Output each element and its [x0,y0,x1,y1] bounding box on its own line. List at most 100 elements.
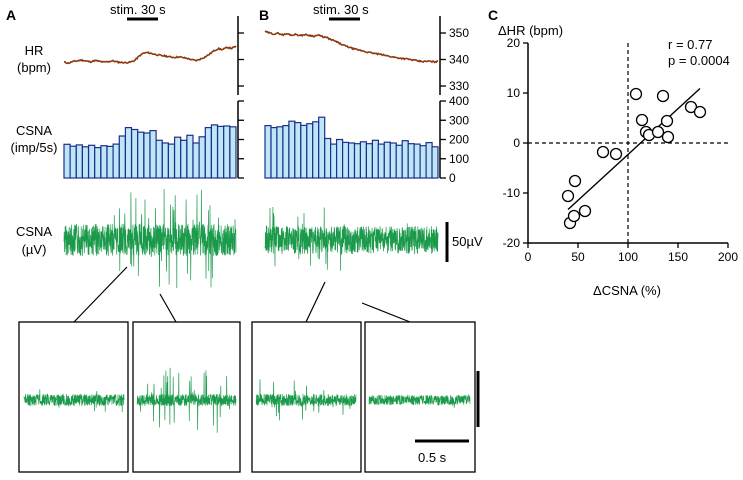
csna-bar [217,125,225,179]
csna-bar [112,143,120,179]
csna-bar [276,126,284,179]
csna-bar [330,143,338,179]
csna-bar [431,146,439,179]
csna-tick-label: 200 [449,133,469,147]
scatter-stat-r: r = 0.77 [668,37,712,52]
scatter-x-tick-label: 100 [618,250,638,264]
zoom-trace-b-pre [255,379,357,421]
csna-bar [149,130,157,179]
csna-bar [336,138,344,179]
hr-axis-ticks: 350 340 330 [238,26,469,93]
csna-bar [186,134,194,179]
csna-bar [282,124,290,179]
panel-a-hr-trace [63,45,237,65]
csna-bar [294,121,302,179]
amplitude-scale-label: 50µV [452,234,483,249]
csna-bar [155,139,163,179]
csna-tick-label: 300 [449,113,469,127]
scatter-y-tick-label: 0 [513,136,520,150]
csna-bar [347,142,356,179]
csna-bar [131,128,139,179]
csna-bar [174,136,182,179]
connector-a-left [73,266,128,323]
csna-bar [342,141,350,179]
csna-bar [63,143,71,179]
csna-bar [223,125,231,179]
hr-unit: (bpm) [17,60,51,75]
scatter-point [656,89,670,103]
csna-bar [106,145,114,179]
scatter-point [660,114,674,128]
scatter-y-tick-label: 10 [507,86,521,100]
connector-b-left [305,281,326,323]
panel-b-hr-trace [264,30,439,64]
panel-a-csna-histogram [63,124,237,179]
scatter-point [635,113,649,127]
scatter-y-tick-label: 20 [507,36,521,50]
scatter-x-tick-label: 200 [718,250,738,264]
csna-bar [377,143,385,179]
csna-bar [419,145,427,179]
csna-bar [395,144,403,179]
scatter-stat-p: p = 0.0004 [668,53,730,68]
csna-bar [359,141,367,179]
csna-bar [270,126,278,179]
csna-raw-label: CSNA [16,224,52,239]
connector-b-right [361,302,411,323]
scatter-x-tick-label: 0 [525,250,532,264]
scatter-y-label: ΔHR (bpm) [498,23,563,38]
hr-label: HR [25,43,44,58]
csna-bar [229,126,237,179]
scatter-point [609,147,623,161]
hr-tick-label: 340 [449,53,469,67]
panel-c-scatter-plot: ΔHR (bpm) ΔCSNA (%) r = 0.77 p = 0.0004 … [498,23,738,298]
scatter-x-tick-label: 150 [668,250,688,264]
csna-bar [161,142,170,179]
csna-bar [413,143,421,179]
csna-tick-label: 0 [449,171,456,185]
zoom-trace-b-post [368,393,471,408]
csna-bar [69,145,77,179]
csna-tick-label: 400 [449,94,469,108]
scatter-point [567,209,581,223]
csna-bar [198,136,206,179]
zoom-trace-a-pre [23,389,125,413]
zoom-trace-a-stim [136,367,237,433]
csna-bar [192,142,200,179]
panel-b-csna-histogram [264,116,439,179]
csna-bar [353,143,362,179]
scatter-point [561,189,575,203]
scatter-x-label: ΔCSNA (%) [593,283,661,298]
scatter-point [661,130,675,144]
scatter-y-tick-label: -20 [503,236,521,250]
csna-bar [124,126,133,179]
csna-bar [389,142,397,179]
scatter-y-tick-label: -10 [503,186,521,200]
csna-bar [167,143,176,179]
csna-bar [318,116,326,179]
panel-c-letter: C [488,7,498,23]
csna-bar [288,120,296,179]
csna-bar [137,131,145,179]
csna-hist-label: CSNA [16,123,52,138]
panel-b-raw-csna-trace [264,206,439,271]
csna-bar [81,146,90,179]
csna-bar [264,124,272,179]
scatter-point [693,105,707,119]
csna-bar [365,143,373,179]
csna-bar [210,124,219,179]
csna-bar [300,124,308,179]
scatter-point [568,174,582,188]
scatter-point [629,87,643,101]
panel-a-raw-csna-trace [63,188,237,289]
csna-hist-unit: (imp/5s) [11,140,58,155]
csna-bar [401,140,409,179]
csna-raw-unit: (µV) [22,242,47,257]
csna-bar [87,144,96,179]
scatter-point [651,125,665,139]
hr-tick-label: 330 [449,79,469,93]
connector-a-right [159,293,177,323]
csna-bar [407,143,415,179]
csna-bar [324,137,332,179]
